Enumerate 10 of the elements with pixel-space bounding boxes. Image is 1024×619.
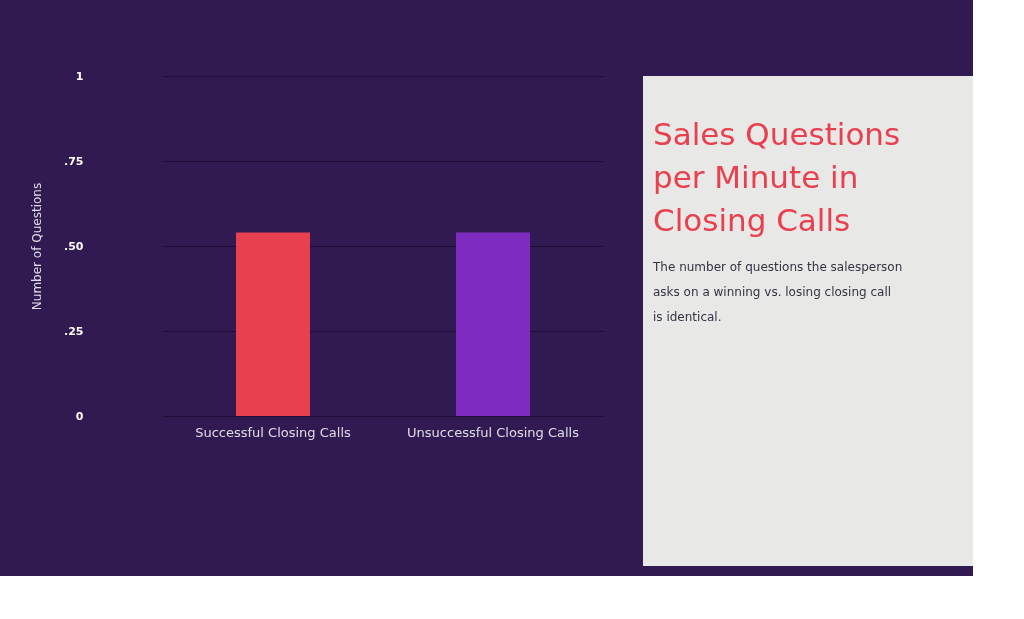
y-tick-label: .25 [64, 324, 84, 338]
x-tick-label: Successful Closing Calls [195, 424, 352, 440]
y-tick-label: .50 [64, 239, 84, 253]
y-tick-label: 1 [75, 69, 84, 83]
y-tick-label: 0 [75, 409, 84, 423]
y-tick-label: .75 [64, 154, 84, 168]
y-axis-title: Number of Questions [30, 182, 45, 311]
x-tick-label: Unsuccessful Closing Calls [407, 424, 580, 440]
text: The number of questions the salesperson asks on a winning vs. losing closing call is identical. [652, 260, 903, 324]
text: Sales Questions per Minute in Closing Calls [653, 116, 901, 238]
